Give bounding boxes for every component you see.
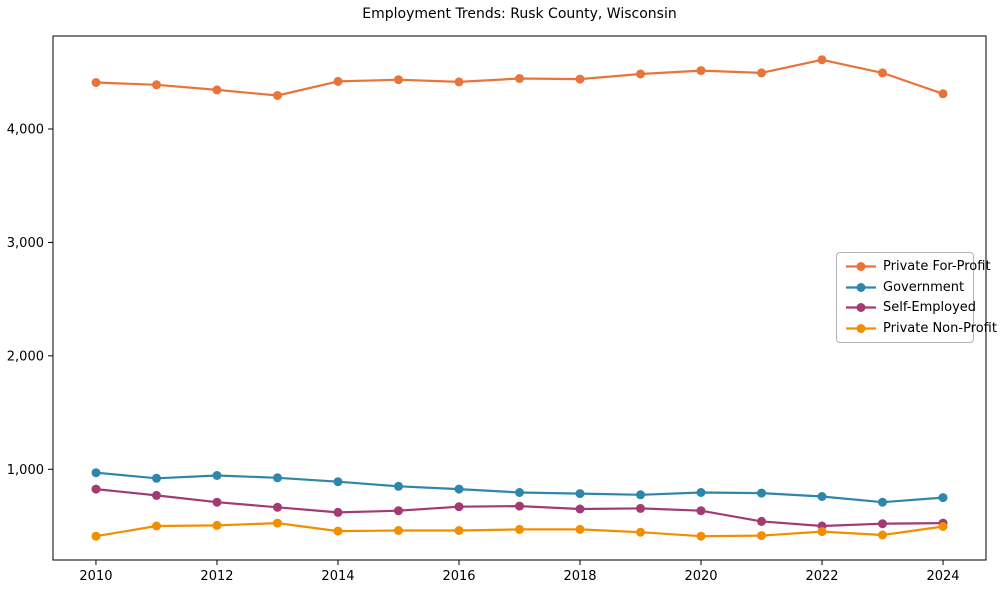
legend-item-self-employed: Self-Employed xyxy=(846,300,976,315)
data-point-self-employed xyxy=(636,503,645,513)
data-point-private-for-profit xyxy=(394,75,403,85)
data-point-private-for-profit xyxy=(757,68,766,78)
data-point-private-for-profit xyxy=(636,69,645,79)
data-point-self-employed xyxy=(696,506,706,516)
data-point-private-non-profit xyxy=(91,531,101,541)
data-point-private-non-profit xyxy=(817,527,827,537)
data-point-government xyxy=(575,489,585,499)
data-point-government xyxy=(878,497,887,507)
data-point-self-employed xyxy=(273,502,282,512)
data-point-private-for-profit xyxy=(333,76,343,86)
data-point-private-for-profit xyxy=(454,77,464,87)
chart-title: Employment Trends: Rusk County, Wisconsi… xyxy=(362,6,677,22)
data-point-self-employed xyxy=(575,504,585,514)
legend-item-private-for-profit: Private For-Profit xyxy=(846,259,991,274)
data-point-private-for-profit xyxy=(817,55,827,65)
data-point-private-non-profit xyxy=(212,520,222,530)
data-point-government xyxy=(394,481,403,491)
data-point-government xyxy=(817,492,827,501)
y-tick-label: 4,000 xyxy=(7,123,44,138)
data-point-government xyxy=(152,473,161,483)
data-point-self-employed xyxy=(212,497,222,507)
data-point-self-employed xyxy=(454,502,464,512)
legend-label-private-non-profit: Private Non-Profit xyxy=(883,320,997,336)
legend-marker-private-for-profit xyxy=(846,262,876,271)
data-point-private-for-profit xyxy=(878,68,887,78)
legend-marker-self-employed xyxy=(846,303,876,313)
x-tick-label: 2016 xyxy=(442,569,475,584)
data-point-government xyxy=(91,468,101,478)
legend-marker-government xyxy=(846,282,876,292)
data-point-private-for-profit xyxy=(938,89,948,99)
data-point-private-non-profit xyxy=(938,522,948,531)
data-point-private-non-profit xyxy=(394,526,403,535)
x-tick-label: 2024 xyxy=(926,569,959,584)
data-point-private-for-profit xyxy=(152,80,161,90)
plot-frame xyxy=(52,35,987,561)
data-point-private-for-profit xyxy=(696,66,706,76)
x-tick-label: 2014 xyxy=(321,569,354,584)
data-point-private-non-profit xyxy=(273,518,282,528)
data-point-government xyxy=(515,488,524,497)
data-point-private-non-profit xyxy=(757,531,766,541)
data-point-self-employed xyxy=(152,490,161,500)
y-tick-label: 2,000 xyxy=(7,349,44,364)
legend-label-self-employed: Self-Employed xyxy=(883,300,977,316)
data-point-government xyxy=(938,493,948,503)
legend-label-private-for-profit: Private For-Profit xyxy=(883,259,991,274)
legend-item-private-non-profit: Private Non-Profit xyxy=(846,321,997,336)
data-point-private-non-profit xyxy=(515,524,524,534)
data-point-private-non-profit xyxy=(575,524,585,534)
x-tick-label: 2012 xyxy=(200,569,233,584)
data-point-private-for-profit xyxy=(575,74,585,84)
data-point-private-non-profit xyxy=(878,530,887,540)
data-point-private-non-profit xyxy=(454,526,464,535)
series-line-government xyxy=(94,471,945,504)
data-point-self-employed xyxy=(757,516,766,526)
data-point-self-employed xyxy=(333,507,343,517)
legend-item-government: Government xyxy=(846,280,965,295)
data-point-government xyxy=(696,488,706,497)
data-point-private-for-profit xyxy=(515,74,524,83)
data-point-government xyxy=(273,473,282,483)
data-point-self-employed xyxy=(878,519,887,529)
x-tick-label: 2020 xyxy=(684,569,717,584)
data-point-government xyxy=(636,490,645,500)
legend: Private For-Profit Government Self-Emplo… xyxy=(836,252,997,343)
data-point-private-for-profit xyxy=(273,91,282,100)
data-point-government xyxy=(333,477,343,487)
data-point-private-for-profit xyxy=(212,85,222,95)
y-tick-label: 3,000 xyxy=(7,236,44,251)
data-point-private-non-profit xyxy=(333,526,343,536)
y-tick-label: 1,000 xyxy=(7,463,44,478)
legend-label-government: Government xyxy=(883,279,965,295)
data-point-self-employed xyxy=(394,506,403,516)
data-point-private-non-profit xyxy=(152,521,161,531)
data-point-private-non-profit xyxy=(696,531,706,541)
data-point-government xyxy=(454,484,464,494)
data-point-self-employed xyxy=(515,501,524,511)
data-point-private-non-profit xyxy=(636,527,645,537)
data-point-government xyxy=(212,471,222,480)
x-tick-label: 2018 xyxy=(563,569,596,584)
data-point-government xyxy=(757,488,766,498)
x-tick-label: 2010 xyxy=(79,569,112,584)
data-point-self-employed xyxy=(91,484,101,494)
x-tick-label: 2022 xyxy=(805,569,838,584)
legend-marker-private-non-profit xyxy=(846,323,876,333)
data-point-private-for-profit xyxy=(91,78,101,87)
